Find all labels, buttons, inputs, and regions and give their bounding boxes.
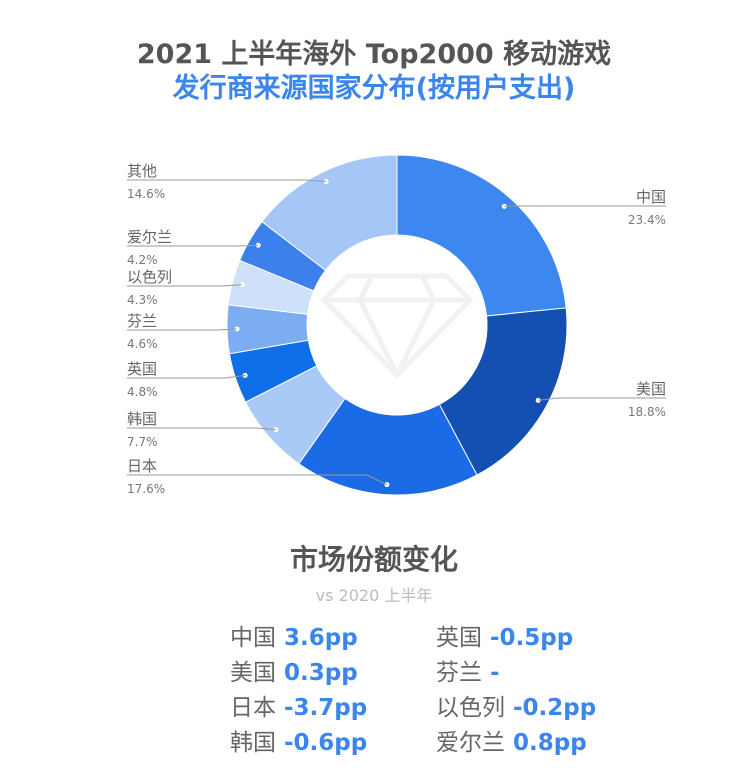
market-change-subtitle: vs 2020 上半年 [315,586,433,605]
slice-value-label: 4.3% [127,293,158,307]
leader-line [127,374,246,379]
change-country: 以色列 [436,695,505,721]
slice-label: 以色列 [127,268,172,286]
change-value: - [490,660,500,686]
change-value: -0.6pp [284,730,368,756]
change-country: 美国 [230,660,276,686]
change-value: -0.2pp [513,695,597,721]
slice-value-label: 17.6% [127,482,165,496]
leader-line [127,284,243,287]
slice-label: 日本 [127,457,157,475]
change-row: 爱尔兰 0.8pp [436,723,587,757]
chart-subtitle: 发行商来源国家分布(按用户支出) [172,73,576,104]
slice-value-label: 23.4% [628,213,666,227]
slice-label: 英国 [127,360,157,378]
change-value: 3.6pp [284,625,358,651]
market-change-title: 市场份额变化 [289,543,458,576]
change-value: -3.7pp [284,695,368,721]
leader-line [127,244,259,247]
slice-label: 中国 [636,188,666,206]
change-value: 0.8pp [513,730,587,756]
leader-line [127,328,238,331]
change-country: 日本 [230,695,276,721]
diamond-watermark-icon [320,273,474,379]
change-row: 英国 -0.5pp [436,618,573,652]
change-value: -0.5pp [490,625,574,651]
slice-label: 芬兰 [127,312,157,330]
slice-label: 美国 [636,380,666,398]
change-row: 芬兰 - [436,653,500,687]
change-country: 芬兰 [436,660,482,686]
change-row: 美国 0.3pp [230,653,358,687]
change-country: 英国 [436,625,482,651]
slice-value-label: 14.6% [127,187,165,201]
slice-label: 其他 [127,162,157,180]
slice-value-label: 4.2% [127,253,158,267]
leader-line [127,179,327,183]
change-country: 韩国 [230,730,276,756]
leader-line [538,397,666,401]
change-row: 以色列 -0.2pp [436,688,596,722]
slice-label: 爱尔兰 [127,228,172,246]
leader-line [127,474,388,486]
chart-title: 2021 上半年海外 Top2000 移动游戏 [136,39,612,70]
slice-label: 韩国 [127,410,157,428]
change-row: 韩国 -0.6pp [230,723,367,757]
slice-value-label: 4.8% [127,385,158,399]
change-row: 中国 3.6pp [230,618,358,652]
slice-value-label: 4.6% [127,337,158,351]
donut-hole [307,235,487,415]
change-value: 0.3pp [284,660,358,686]
change-country: 中国 [230,625,276,651]
change-country: 爱尔兰 [436,730,505,756]
donut-chart: 中国 23.4% 美国 18.8% 日本 17.6% 韩国 7.7% 英国 4.8% 芬兰 4.6% 以… [127,154,666,496]
change-row: 日本 -3.7pp [230,688,367,722]
slice-value-label: 7.7% [127,435,158,449]
leader-line [127,427,277,431]
slice-value-label: 18.8% [628,405,666,419]
